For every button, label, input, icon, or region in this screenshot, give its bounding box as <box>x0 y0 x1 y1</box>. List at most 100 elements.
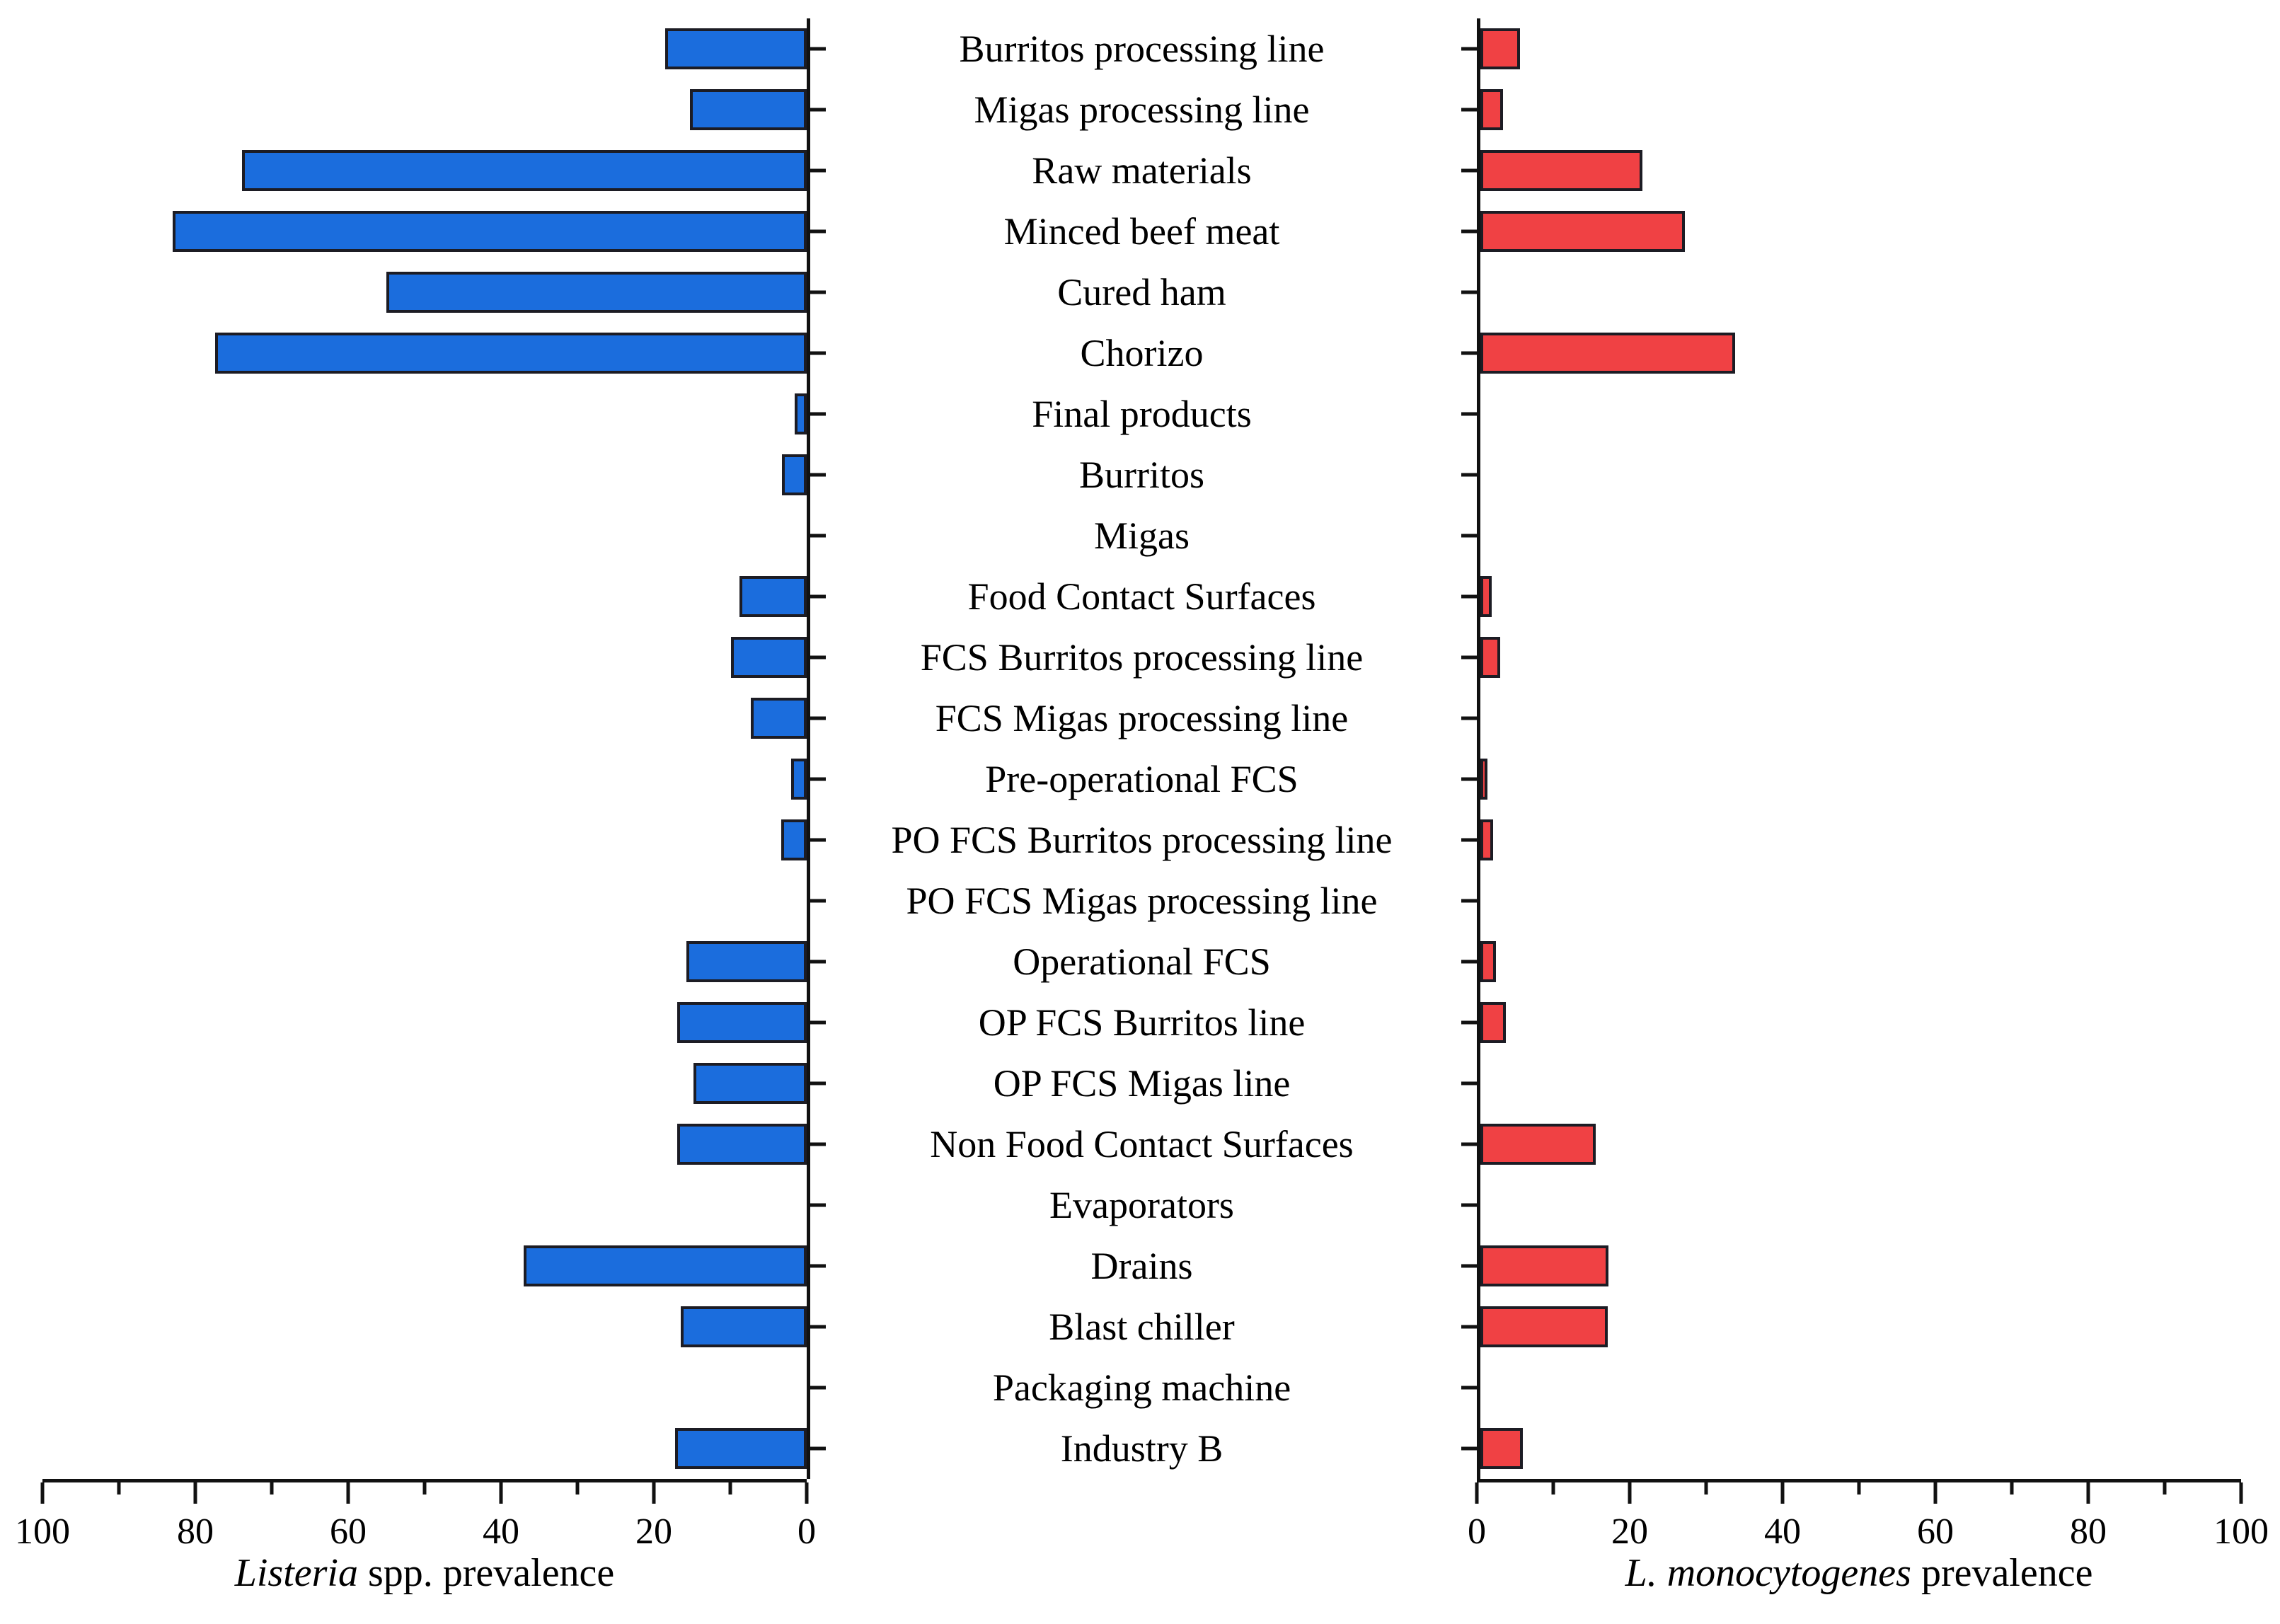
row-tick <box>1461 229 1477 234</box>
x-axis-major-tick <box>2239 1482 2243 1504</box>
listeria-spp-bar-panel <box>42 18 826 1479</box>
x-axis-minor-tick <box>117 1482 121 1495</box>
row-tick <box>810 960 826 964</box>
chart-row-right <box>1461 1053 2245 1114</box>
category-label: PO FCS Migas processing line <box>906 880 1378 922</box>
x-axis-tick-label: 40 <box>483 1511 519 1552</box>
chart-row-left <box>42 992 826 1053</box>
x-axis-minor-tick <box>575 1482 580 1495</box>
category-label: Migas <box>1094 514 1190 557</box>
category-label: OP FCS Burritos line <box>978 1001 1306 1044</box>
category-label: Burritos <box>1078 454 1204 496</box>
chart-row-left <box>42 1175 826 1236</box>
category-label: Pre-operational FCS <box>985 758 1299 800</box>
bar-l-monocytogenes <box>1480 1245 1609 1286</box>
chart-row-left <box>42 1296 826 1357</box>
row-tick <box>810 473 826 477</box>
chart-row-right <box>1461 1114 2245 1175</box>
row-tick <box>1461 1446 1477 1451</box>
l-monocytogenes-bar-panel <box>1461 18 2245 1479</box>
row-tick <box>810 838 826 842</box>
chart-row-left <box>42 444 826 505</box>
bar-l-monocytogenes <box>1480 759 1487 800</box>
left-axis-title-italic: Listeria <box>234 1551 358 1595</box>
chart-row-left <box>42 931 826 992</box>
x-axis-minor-tick <box>2163 1482 2167 1495</box>
row-tick <box>810 1386 826 1390</box>
chart-row-right <box>1461 18 2245 79</box>
bar-listeria-spp <box>782 454 807 495</box>
left-axis-title-regular: spp. prevalence <box>357 1551 615 1595</box>
row-tick <box>1461 960 1477 964</box>
category-label: Chorizo <box>1080 332 1204 374</box>
x-axis-tick-label: 0 <box>798 1511 816 1552</box>
category-label: Drains <box>1090 1245 1193 1287</box>
bar-listeria-spp <box>693 1063 807 1104</box>
bar-l-monocytogenes <box>1480 576 1492 617</box>
row-tick <box>810 1203 826 1207</box>
chart-row-right <box>1461 1296 2245 1357</box>
x-axis-tick-label: 80 <box>2070 1511 2107 1552</box>
row-tick <box>810 594 826 599</box>
row-tick <box>1461 534 1477 538</box>
x-axis-tick-label: 100 <box>15 1511 70 1552</box>
chart-row-right <box>1461 384 2245 444</box>
chart-row-left <box>42 262 826 323</box>
bar-l-monocytogenes <box>1480 1428 1524 1469</box>
chart-row-right <box>1461 79 2245 140</box>
row-tick <box>1461 716 1477 720</box>
bar-l-monocytogenes <box>1480 211 1686 252</box>
chart-row-right <box>1461 749 2245 810</box>
bar-l-monocytogenes <box>1480 89 1504 130</box>
row-tick <box>1461 351 1477 355</box>
chart-row-left <box>42 201 826 262</box>
x-axis-major-tick <box>1628 1482 1632 1504</box>
category-label: Minced beef meat <box>1003 210 1280 253</box>
bar-l-monocytogenes <box>1480 941 1496 982</box>
x-axis-tick-label: 0 <box>1468 1511 1486 1552</box>
row-tick <box>1461 412 1477 416</box>
right-x-axis: 0 20 40 60 80 100 <box>1468 1479 2269 1550</box>
bar-l-monocytogenes <box>1480 1002 1506 1043</box>
category-label: Non Food Contact Surfaces <box>930 1123 1354 1165</box>
chart-row-left <box>42 566 826 627</box>
chart-row-left <box>42 140 826 201</box>
row-tick <box>810 899 826 903</box>
row-tick <box>1461 47 1477 51</box>
category-label: Blast chiller <box>1049 1306 1235 1348</box>
chart-row-left <box>42 1053 826 1114</box>
category-label: OP FCS Migas line <box>993 1062 1291 1105</box>
x-axis-tick-label: 100 <box>2213 1511 2269 1552</box>
chart-row-left <box>42 323 826 384</box>
bar-listeria-spp <box>739 576 807 617</box>
row-tick <box>1461 899 1477 903</box>
row-tick <box>1461 290 1477 294</box>
chart-row-right <box>1461 992 2245 1053</box>
bar-l-monocytogenes <box>1480 637 1501 678</box>
x-axis-tick-label: 20 <box>635 1511 672 1552</box>
row-tick <box>1461 168 1477 173</box>
chart-row-right <box>1461 262 2245 323</box>
x-axis-minor-tick <box>1857 1482 1861 1495</box>
row-tick <box>1461 473 1477 477</box>
row-tick <box>810 290 826 294</box>
row-tick <box>810 108 826 112</box>
category-label: PO FCS Burritos processing line <box>891 819 1393 861</box>
chart-row-left <box>42 749 826 810</box>
chart-row-left <box>42 1418 826 1479</box>
right-axis-title: L. monocytogenes prevalence <box>1477 1553 2241 1593</box>
x-axis-major-tick <box>40 1482 45 1504</box>
row-tick <box>1461 1264 1477 1268</box>
x-axis-major-tick <box>1475 1482 1479 1504</box>
chart-row-left <box>42 505 826 566</box>
row-tick <box>810 351 826 355</box>
category-label: Packaging machine <box>992 1366 1291 1409</box>
row-tick <box>810 655 826 660</box>
chart-row-right <box>1461 566 2245 627</box>
category-labels-column: Burritos processing line Migas processing… <box>810 18 1473 1479</box>
category-label: Burritos processing line <box>959 28 1325 70</box>
row-tick <box>810 1081 826 1085</box>
row-tick <box>810 412 826 416</box>
row-tick <box>1461 1081 1477 1085</box>
bar-listeria-spp <box>241 150 807 191</box>
